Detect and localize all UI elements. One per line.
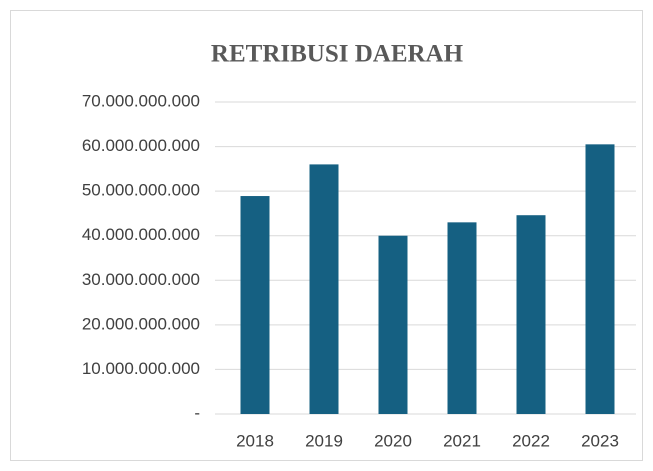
bar — [240, 196, 270, 414]
bar — [585, 144, 615, 415]
bar — [378, 235, 408, 414]
chart-title: RETRIBUSI DAERAH — [211, 41, 464, 68]
x-tick-label: 2022 — [512, 431, 550, 450]
y-tick-label: 30.000.000.000 — [82, 270, 200, 289]
y-tick-label: 20.000.000.000 — [82, 314, 200, 333]
y-tick-label: 50.000.000.000 — [82, 181, 200, 200]
x-tick-label: 2019 — [305, 431, 343, 450]
x-tick-label: 2018 — [236, 431, 274, 450]
bar — [309, 164, 339, 414]
x-tick-label: 2021 — [443, 431, 481, 450]
x-tick-label: 2023 — [581, 431, 619, 450]
y-tick-label: 40.000.000.000 — [82, 225, 200, 244]
y-tick-label: - — [194, 403, 200, 422]
y-tick-label: 10.000.000.000 — [82, 359, 200, 378]
y-tick-label: 70.000.000.000 — [82, 91, 200, 110]
y-tick-label: 60.000.000.000 — [82, 136, 200, 155]
x-tick-label: 2020 — [374, 431, 412, 450]
bar — [516, 215, 546, 414]
bar — [447, 222, 477, 414]
